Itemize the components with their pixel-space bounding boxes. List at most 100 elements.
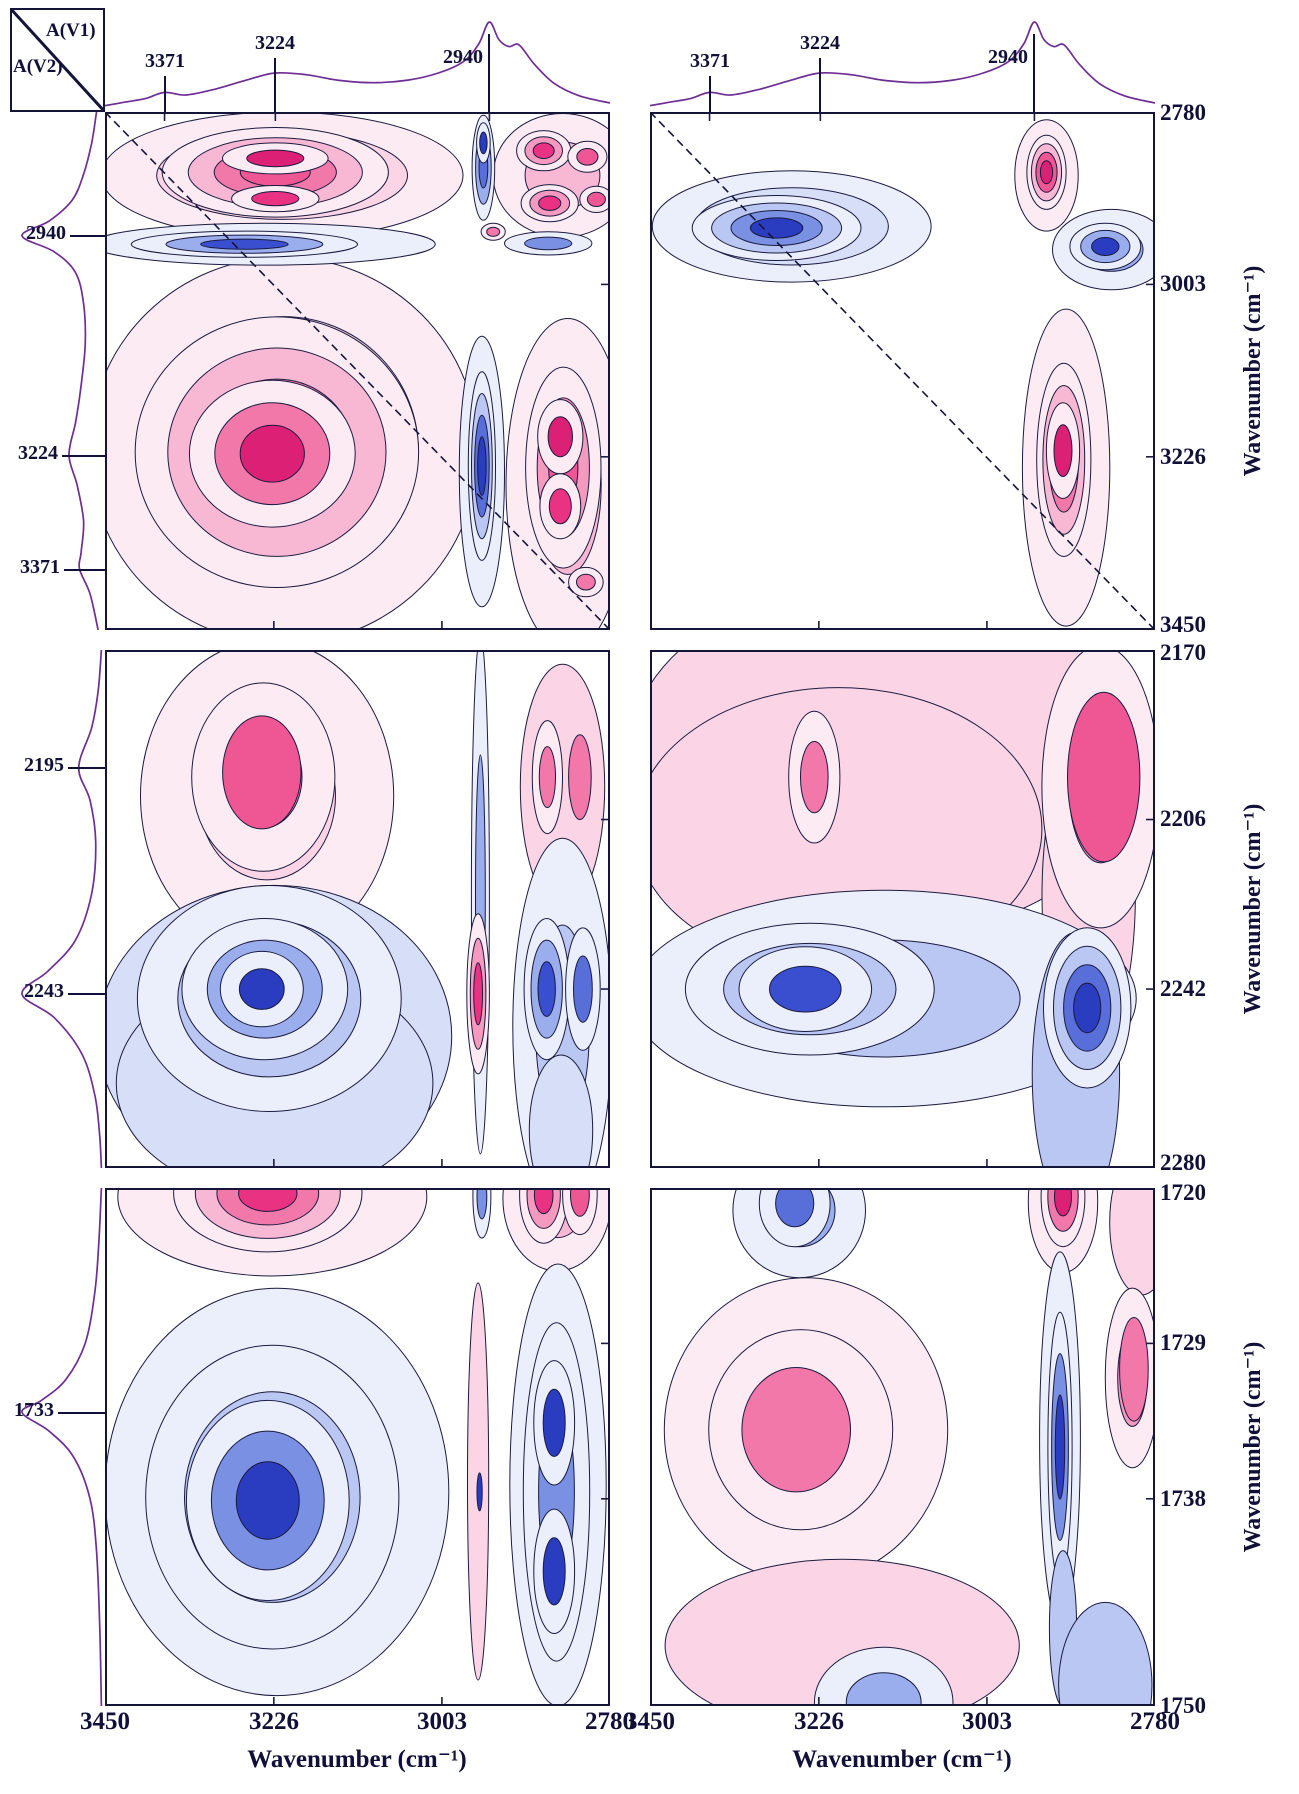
contour-panel-row2-left	[105, 650, 610, 1168]
x-tick-2780-left: 2780	[585, 1708, 635, 1735]
contour-ring	[537, 961, 556, 1017]
contour-ring	[800, 741, 829, 814]
x-tick-3226-left: 3226	[249, 1708, 299, 1735]
y-axis-title-row3: Wavenumber (cm⁻¹)	[1240, 1341, 1266, 1553]
left-spectrum-row3	[21, 1188, 103, 1706]
contour-ring	[479, 131, 488, 155]
contour-panel-row3-right	[650, 1188, 1155, 1706]
contour-ring	[1054, 1394, 1066, 1500]
peak-label-3371: 3371	[690, 50, 730, 72]
contour-ring	[586, 191, 606, 208]
marginal-spectrum-curve	[21, 650, 103, 1168]
contour-ring	[542, 1388, 566, 1457]
x-tick-3003-right: 3003	[962, 1708, 1012, 1735]
y-tick-3450: 3450	[1160, 612, 1206, 637]
contour-group	[650, 650, 1155, 1168]
contour-ring	[1054, 1188, 1072, 1217]
contour-ring	[1119, 1317, 1149, 1422]
top-marginal-strip-right: 3371 3224 2940	[650, 8, 1155, 112]
contour-ring	[1053, 424, 1073, 478]
tick-mark	[488, 34, 490, 112]
top-spectrum-right	[650, 21, 1155, 107]
peak-label-2940: 2940	[443, 46, 483, 68]
contour-ring	[548, 488, 572, 525]
y-axis-title-row1: Wavenumber (cm⁻¹)	[1240, 265, 1266, 477]
contour-ring	[533, 1188, 554, 1215]
contour-panel-row1-left	[105, 112, 610, 630]
contour-ring	[749, 217, 804, 239]
contour-ring	[769, 965, 842, 1013]
marginal-spectrum-curve	[21, 112, 99, 630]
contour-ring	[524, 236, 573, 251]
contour-ring	[222, 715, 302, 830]
contour-group	[105, 112, 610, 630]
contour-ring	[775, 1188, 815, 1228]
contour-ring	[741, 1367, 851, 1493]
contour-group	[663, 1188, 1155, 1706]
contour-ring	[251, 191, 300, 207]
y-tick-1750: 1750	[1160, 1693, 1206, 1718]
left-marginal-strip-row1: 2940 3224 3371	[10, 112, 105, 630]
peak-label-3371: 3371	[145, 50, 185, 72]
contour-ring	[238, 968, 285, 1010]
contour-ring	[538, 195, 562, 211]
peak-label-3224: 3224	[18, 442, 58, 464]
peak-label-2940: 2940	[26, 222, 66, 244]
y-tick-1738: 1738	[1160, 1486, 1206, 1511]
contour-panel-row3-left	[105, 1188, 610, 1706]
left-spectrum-row2	[21, 650, 103, 1168]
tick-mark	[819, 58, 821, 112]
contour-ring	[239, 424, 305, 483]
corner-legend-graphic	[10, 8, 105, 112]
diagonal-dashed-line	[650, 112, 1155, 630]
contour-ring	[1067, 691, 1141, 863]
contour-ring	[486, 226, 501, 237]
y-tick-2242: 2242	[1160, 976, 1206, 1001]
left-spectrum-row1	[21, 112, 99, 630]
contour-ring	[570, 1188, 590, 1217]
corner-frame	[10, 8, 105, 112]
panel-frame	[105, 1188, 610, 1706]
corner-label-av1: A(V1)	[46, 20, 96, 41]
contour-ring	[568, 734, 592, 820]
panel-frame	[650, 650, 1155, 1168]
y-tick-2170: 2170	[1160, 640, 1206, 665]
contour-ring	[845, 1672, 922, 1706]
contour-ring	[528, 1054, 594, 1168]
x-axis-title-left: Wavenumber (cm⁻¹)	[247, 1746, 467, 1773]
y-tick-1720: 1720	[1160, 1180, 1206, 1205]
contour-ring	[238, 1188, 298, 1212]
y-tick-2206: 2206	[1160, 806, 1206, 831]
left-marginal-strip-row2: 2195 2243	[10, 650, 105, 1168]
left-marginal-strip-row3: 1733	[10, 1188, 105, 1706]
tick-mark	[709, 76, 711, 112]
contour-ring	[473, 962, 484, 1026]
corner-label-av2: A(V2)	[13, 56, 63, 77]
contour-ring	[246, 149, 305, 168]
contour-panel-row1-right	[650, 112, 1155, 630]
peak-label-3371: 3371	[20, 556, 60, 578]
tick-mark	[62, 455, 105, 457]
contour-ring	[1039, 160, 1054, 185]
y-tick-3003: 3003	[1160, 271, 1206, 296]
contour-ring	[1058, 1601, 1153, 1706]
x-tick-3450-right: 3450	[625, 1708, 675, 1735]
contour-ring	[235, 1461, 300, 1540]
tick-mark	[70, 235, 105, 237]
y-tick-2280: 2280	[1160, 1150, 1206, 1175]
peak-label-2243: 2243	[24, 980, 64, 1002]
panel-frame	[650, 1188, 1155, 1706]
y-tick-3226: 3226	[1160, 444, 1206, 469]
peak-label-3224: 3224	[800, 32, 840, 54]
contour-ring	[547, 416, 573, 458]
marginal-spectrum-curve	[105, 21, 610, 107]
contour-group	[105, 650, 610, 1168]
contour-ring	[1073, 982, 1102, 1034]
tick-mark	[274, 58, 276, 112]
peak-label-2195: 2195	[24, 754, 64, 776]
contour-group	[650, 112, 1155, 630]
corner-diagonal-line	[10, 8, 105, 112]
contour-ring	[477, 436, 487, 496]
y-axis-title-row2: Wavenumber (cm⁻¹)	[1240, 803, 1266, 1015]
